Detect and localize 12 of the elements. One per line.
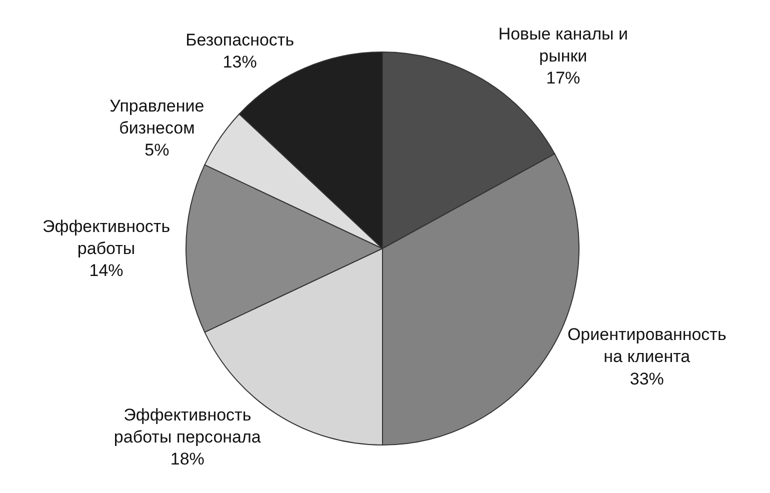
slice-label: Эффективность работы персонала bbox=[114, 405, 262, 446]
data-label: 13% bbox=[222, 52, 257, 72]
data-label: 33% bbox=[630, 369, 664, 388]
data-label: 17% bbox=[546, 68, 580, 88]
data-label: 18% bbox=[170, 450, 204, 469]
slice-label: Безопасность bbox=[186, 30, 294, 50]
slice-label: Новые каналы и рынки bbox=[498, 24, 628, 66]
data-label: 5% bbox=[144, 140, 170, 160]
data-label: 14% bbox=[89, 261, 124, 280]
slice-label: Эффективность работы bbox=[42, 216, 170, 258]
slice-label: Управление бизнесом bbox=[110, 96, 204, 138]
slice-label: Ориентированность на клиента bbox=[567, 325, 726, 366]
